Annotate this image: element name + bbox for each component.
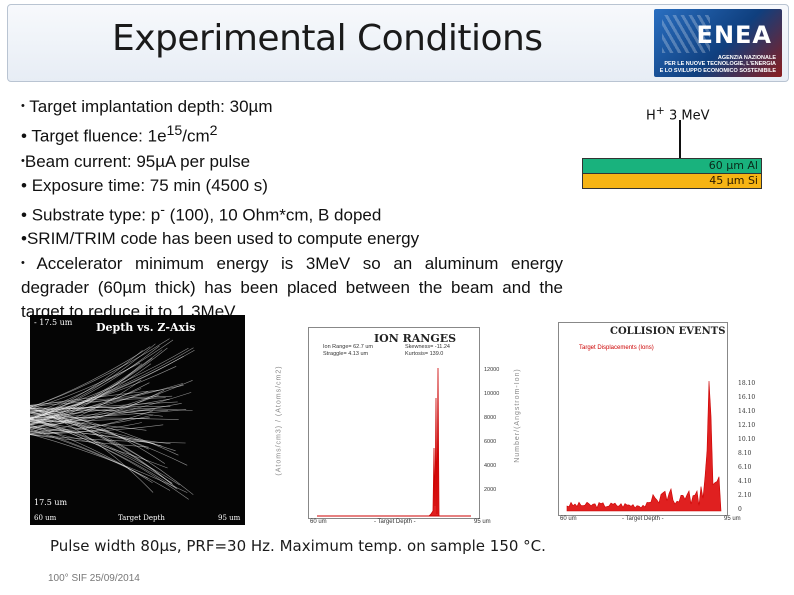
y-tick: 4.10	[738, 478, 752, 485]
logo-caption: AGENZIA NAZIONALE PER LE NUOVE TECNOLOGI…	[659, 54, 776, 74]
bullet-item: • Exposure time: 75 min (4500 s)	[21, 175, 268, 195]
logo-rays-icon	[662, 15, 710, 53]
bullet-item: •SRIM/TRIM code has been used to compute…	[21, 229, 420, 249]
enea-logo: ENEA AGENZIA NAZIONALE PER LE NUOVE TECN…	[654, 9, 782, 77]
ion-ranges-title: ION RANGES	[374, 332, 457, 345]
y-tick: 10000	[484, 391, 500, 397]
footer-note: 100° SIF 25/09/2014	[48, 573, 140, 584]
ion-tracks-image	[30, 338, 195, 500]
collision-events-plot: Number/(Angstrom-Ion) Target Displacemen…	[514, 322, 758, 522]
y-tick: 6.10	[738, 464, 752, 471]
beam-arrow-icon	[679, 120, 681, 160]
x-max: 95 um	[724, 516, 741, 522]
y-tick: 8000	[484, 415, 497, 421]
y-tick: 12000	[484, 367, 500, 373]
y-tick: 2000	[484, 487, 497, 493]
collision-ylabel: Number/(Angstrom-Ion)	[513, 368, 521, 463]
x-label: - Target Depth -	[622, 516, 664, 522]
page-title: Experimental Conditions	[112, 18, 543, 59]
depth-plot-title: Depth vs. Z-Axis	[96, 321, 196, 334]
y-tick: 8.10	[738, 450, 752, 457]
ion-ranges-ylabel: (Atoms/cm3) / (Atoms/cm2)	[275, 365, 283, 476]
ion-ranges-frame: Ion Range= 62.7 um Straggle= 4.13 um Ske…	[308, 327, 480, 519]
x-min: 60 um	[310, 519, 327, 525]
y-tick: 4000	[484, 463, 497, 469]
bullet-item: • Substrate type: p- (100), 10 Ohm*cm, B…	[21, 201, 382, 225]
collision-subtitle: Target Displacements (Ions)	[579, 345, 654, 351]
x-max: 95 um	[474, 519, 491, 525]
ion-ranges-histogram	[317, 367, 471, 517]
y-tick: 10.10	[738, 436, 756, 443]
y-tick: 12.10	[738, 422, 756, 429]
aluminum-layer: 60 µm Al	[582, 158, 762, 174]
logo-mark: ENEA	[696, 21, 772, 49]
depth-plot-top-label: - 17.5 um	[34, 318, 73, 327]
y-tick: 6000	[484, 439, 497, 445]
caption: Pulse width 80µs, PRF=30 Hz. Maximum tem…	[50, 537, 546, 555]
x-min: 60 um	[560, 516, 577, 522]
collision-histogram	[566, 380, 722, 512]
y-tick: 18.10	[738, 380, 756, 387]
bullet-item: • Target implantation depth: 30µm	[21, 97, 273, 116]
bullet-item: • Target fluence: 1e15/cm2	[21, 123, 218, 146]
x-label: - Target Depth -	[374, 519, 416, 525]
depth-vs-z-plot: Depth vs. Z-Axis - 17.5 um 17.5 um 60 um…	[30, 315, 245, 525]
y-tick: 14.10	[738, 408, 756, 415]
y-tick: 0	[738, 506, 742, 513]
y-tick: 16.10	[738, 394, 756, 401]
collision-frame: Target Displacements (Ions)	[558, 322, 728, 516]
silicon-layer: 45 µm Si	[582, 173, 762, 189]
bullet-item: •Beam current: 95µA per pulse	[21, 151, 251, 171]
ion-ranges-stats-left: Ion Range= 62.7 um Straggle= 4.13 um	[323, 344, 373, 357]
depth-plot-axis: 60 um Target Depth 95 um	[30, 513, 245, 525]
bullet-list: • Target implantation depth: 30µm • Targ…	[21, 94, 563, 324]
beam-label: H+ 3 MeV	[646, 104, 710, 124]
bullet-item: • Accelerator minimum energy is 3MeV so …	[21, 254, 563, 322]
ion-ranges-plot: (Atoms/cm3) / (Atoms/cm2) Ion Range= 62.…	[276, 327, 513, 527]
collision-title: COLLISION EVENTS	[610, 326, 726, 337]
y-tick: 2.10	[738, 492, 752, 499]
depth-plot-bottom-label: 17.5 um	[34, 498, 68, 507]
ion-ranges-stats-right: Skewness= -11.24 Kurtosis= 139.0	[405, 344, 450, 357]
